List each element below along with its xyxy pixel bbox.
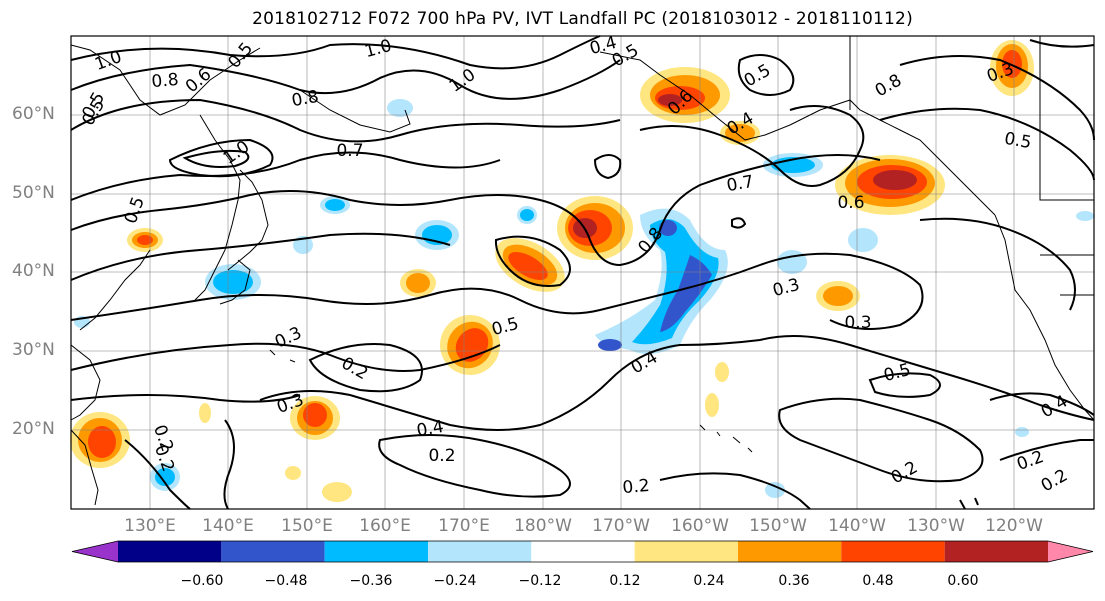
colorbar-tick: 0.60 bbox=[947, 573, 979, 589]
colorbar bbox=[71, 540, 1094, 563]
contour-label: 0.7 bbox=[725, 172, 755, 196]
colorbar-bin bbox=[634, 541, 738, 562]
lon-label-140w: 140°W bbox=[828, 516, 886, 536]
colorbar-tick: −0.60 bbox=[180, 573, 224, 589]
colorbar-tick: 0.12 bbox=[609, 573, 641, 589]
contour-label: 0.3 bbox=[844, 313, 871, 333]
colorbar-tick: 0.36 bbox=[778, 573, 810, 589]
map-title: 2018102712 F072 700 hPa PV, IVT Landfall… bbox=[252, 9, 913, 29]
pv-contours bbox=[70, 35, 1095, 510]
colorbar-bin bbox=[738, 541, 842, 562]
lat-label-50n: 50°N bbox=[12, 183, 55, 203]
map-border bbox=[70, 35, 1095, 510]
colorbar-tick: 0.48 bbox=[862, 573, 894, 589]
colorbar-tick: −0.24 bbox=[433, 573, 477, 589]
lon-label-160e: 160°E bbox=[359, 516, 411, 536]
lat-label-40n: 40°N bbox=[12, 261, 55, 281]
contour-label: 0.5 bbox=[1003, 129, 1033, 153]
contour-label: 0.2 bbox=[622, 476, 651, 498]
contour-label: 0.2 bbox=[428, 446, 455, 466]
colorbar-bin bbox=[324, 541, 428, 562]
lon-label-150w: 150°W bbox=[749, 516, 807, 536]
lon-label-170e: 170°E bbox=[438, 516, 490, 536]
shading-negative bbox=[74, 99, 1094, 498]
colorbar-bin bbox=[118, 541, 222, 562]
lat-label-20n: 20°N bbox=[12, 419, 55, 439]
lat-label-60n: 60°N bbox=[12, 104, 55, 124]
contour-label: 0.6 bbox=[837, 193, 864, 213]
colorbar-tick: −0.48 bbox=[264, 573, 308, 589]
lon-label-130e: 130°E bbox=[124, 516, 176, 536]
colorbar-bin bbox=[944, 541, 1048, 562]
contour-label: 0.8 bbox=[290, 87, 320, 111]
contour-label: 0.7 bbox=[336, 141, 363, 161]
lon-label-130w: 130°W bbox=[907, 516, 965, 536]
colorbar-bin bbox=[221, 541, 325, 562]
colorbar-tick: −0.36 bbox=[349, 573, 393, 589]
lat-label-30n: 30°N bbox=[12, 340, 55, 360]
colorbar-extend-max bbox=[1048, 541, 1093, 562]
lon-label-140e: 140°E bbox=[202, 516, 254, 536]
lon-label-160w: 160°W bbox=[671, 516, 729, 536]
colorbar-outline bbox=[71, 540, 1094, 563]
coastlines bbox=[70, 36, 1095, 506]
colorbar-tick: −0.12 bbox=[518, 573, 562, 589]
colorbar-bin bbox=[428, 541, 532, 562]
gridlines bbox=[71, 36, 1094, 509]
lon-label-170w: 170°W bbox=[592, 516, 650, 536]
lon-label-180w: 180°W bbox=[514, 516, 572, 536]
contour-label: 0.4 bbox=[415, 417, 445, 441]
colorbar-extend-min bbox=[72, 541, 118, 562]
colorbar-bin bbox=[841, 541, 945, 562]
colorbar-tick: 0.24 bbox=[693, 573, 725, 589]
contour-label: 0.8 bbox=[151, 70, 180, 92]
lon-label-120w: 120°W bbox=[985, 516, 1043, 536]
lon-label-150e: 150°E bbox=[281, 516, 333, 536]
colorbar-bin bbox=[531, 541, 635, 562]
